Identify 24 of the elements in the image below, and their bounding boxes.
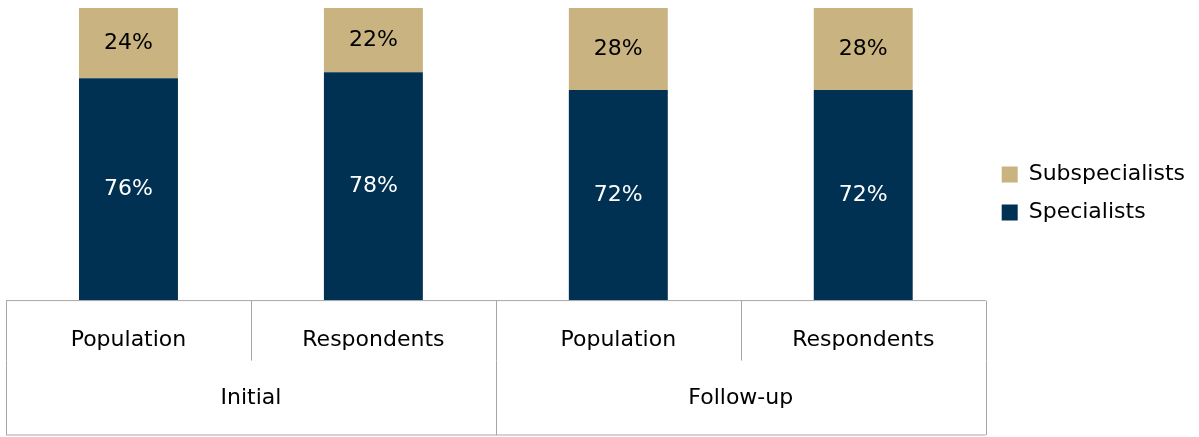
x-tick-label: Respondents xyxy=(792,325,935,351)
text: Initial xyxy=(220,383,282,409)
bar xyxy=(78,78,178,301)
bar xyxy=(78,8,178,79)
bar xyxy=(568,89,668,301)
legend-label: Subspecialists xyxy=(1028,160,1186,186)
data-label: 72% xyxy=(593,180,643,206)
data-label: 28% xyxy=(593,34,643,60)
bar xyxy=(813,89,913,301)
x-tick-label: Respondents xyxy=(302,325,445,351)
x-tick-label: Population xyxy=(560,325,677,351)
data-label: 72% xyxy=(838,180,888,206)
bar xyxy=(813,8,913,90)
data-label: 76% xyxy=(104,175,153,201)
bar xyxy=(323,72,423,301)
text: Follow-up xyxy=(688,383,794,409)
data-label: 22% xyxy=(348,25,398,51)
legend-label: Specialists xyxy=(1028,198,1146,224)
data-label: 28% xyxy=(838,34,888,60)
x-tick-label: Population xyxy=(70,325,187,351)
bar xyxy=(568,8,668,90)
bar xyxy=(323,8,423,73)
data-label: 78% xyxy=(348,172,398,198)
data-label: 24% xyxy=(104,28,153,54)
